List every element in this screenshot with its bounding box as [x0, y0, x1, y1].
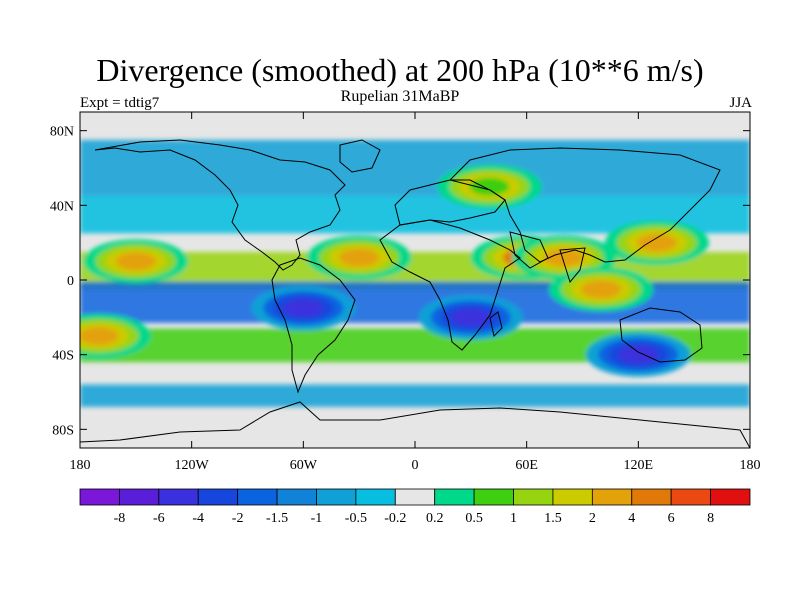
- lon-label: 60E: [515, 458, 538, 473]
- field-band: [80, 140, 750, 196]
- lon-label: 180: [740, 458, 761, 473]
- colorbar-label: -1: [311, 511, 323, 526]
- experiment-label: Expt = tdtig7: [80, 95, 160, 111]
- colorbar-swatch: [237, 488, 278, 506]
- colorbar-label: 8: [707, 511, 714, 526]
- divergence-blob: [543, 248, 584, 267]
- lon-label: 180: [70, 458, 91, 473]
- colorbar-swatch: [355, 488, 396, 506]
- divergence-blob: [339, 248, 380, 267]
- colorbar-swatch: [158, 488, 199, 506]
- colorbar-swatch: [119, 488, 160, 506]
- divergence-blob: [469, 177, 510, 196]
- divergence-blob: [581, 280, 622, 299]
- divergence-blob: [115, 252, 156, 271]
- colorbar-swatch: [276, 488, 317, 506]
- divergence-blob: [636, 233, 677, 252]
- lat-label: 40S: [52, 349, 74, 364]
- colorbar-swatch: [316, 488, 357, 506]
- colorbar-swatch: [473, 488, 514, 506]
- convergence-blob: [618, 345, 659, 364]
- lat-label: 40N: [50, 199, 74, 214]
- colorbar-label: 1: [510, 511, 517, 526]
- colorbar-label: -0.2: [384, 511, 406, 526]
- lon-label: 60W: [290, 458, 318, 473]
- lon-label: 0: [412, 458, 419, 473]
- colorbar-label: 2: [589, 511, 596, 526]
- colorbar: -8 -6 -4 -2 -1.5 -1 -0.5 -0.2 0.2 0.5 1 1.5 2 4 6 8: [79, 488, 751, 526]
- colorbar-label: -6: [153, 511, 165, 526]
- colorbar-label: -8: [114, 511, 126, 526]
- divergence-blob: [80, 327, 119, 345]
- colorbar-swatch: [552, 488, 593, 506]
- colorbar-label: 6: [668, 511, 675, 526]
- divergence-field: [80, 112, 750, 448]
- colorbar-label: 4: [628, 511, 635, 526]
- colorbar-label: 0.2: [426, 511, 444, 526]
- map-title: Divergence (smoothed) at 200 hPa (10**6 …: [96, 52, 704, 88]
- colorbar-swatch: [197, 488, 239, 506]
- lon-label: 120E: [624, 458, 654, 473]
- colorbar-swatch: [434, 488, 475, 506]
- colorbar-swatch: [79, 488, 120, 506]
- field-band: [80, 384, 750, 407]
- colorbar-swatch: [631, 488, 672, 506]
- colorbar-swatch: [591, 488, 633, 506]
- map-subtitle: Rupelian 31MaBP: [340, 88, 460, 105]
- lat-label: 80S: [52, 423, 74, 438]
- colorbar-label: -1.5: [266, 511, 288, 526]
- colorbar-swatch: [513, 488, 554, 506]
- latitude-axis: 80N 40N 0 40S 80S: [50, 125, 750, 438]
- colorbar-swatch: [670, 488, 711, 506]
- season-label: JJA: [729, 95, 752, 111]
- colorbar-label: -4: [192, 511, 204, 526]
- colorbar-swatch: [710, 488, 751, 506]
- lat-label: 0: [67, 274, 74, 289]
- lon-label: 120W: [175, 458, 210, 473]
- coastlines: [80, 139, 750, 448]
- lat-label: 80N: [50, 125, 74, 140]
- convergence-blob: [450, 308, 491, 327]
- convergence-blob: [283, 299, 324, 317]
- colorbar-swatch: [394, 488, 436, 506]
- colorbar-label: -0.5: [345, 511, 367, 526]
- colorbar-label: -2: [232, 511, 244, 526]
- longitude-axis: 180 120W 60W 0 60E 120E 180: [70, 112, 761, 473]
- colorbar-label: 0.5: [465, 511, 483, 526]
- colorbar-label: 1.5: [544, 511, 562, 526]
